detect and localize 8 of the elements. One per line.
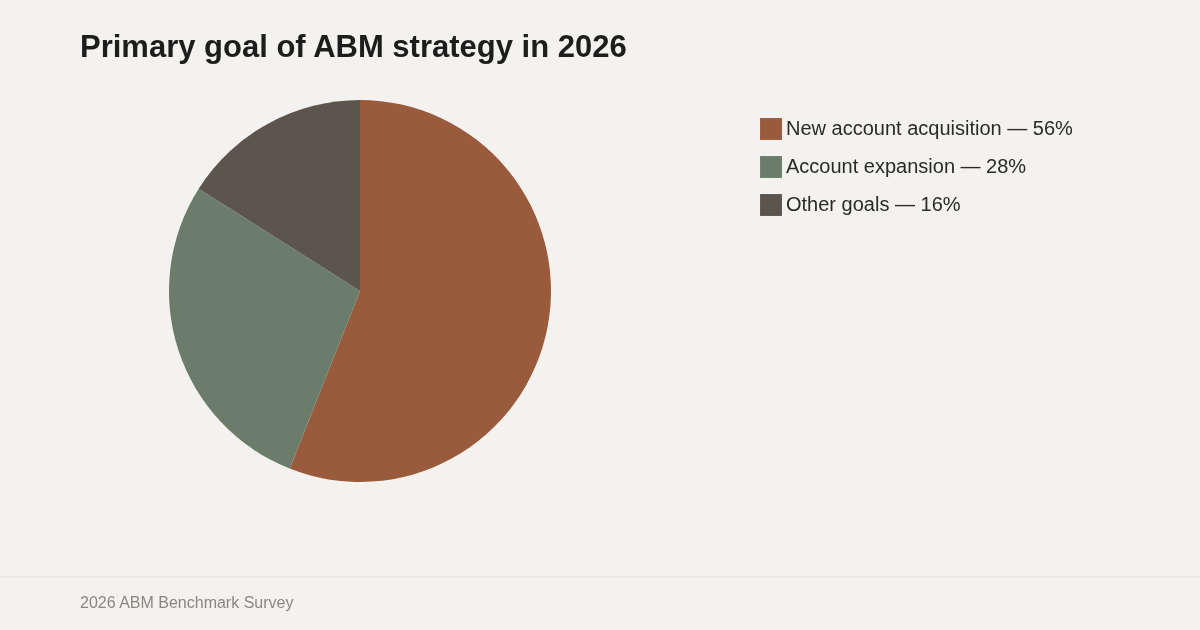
legend-label: New account acquisition — 56%	[786, 117, 1074, 139]
chart-title: Primary goal of ABM strategy in 2026	[80, 29, 627, 64]
text: 2026 ABM Benchmark Survey	[80, 594, 294, 611]
pie-slice	[198, 100, 360, 291]
pie-slice	[169, 188, 360, 469]
legend-label: Account expansion — 28%	[786, 155, 1027, 177]
legend-label: Other goals — 16%	[786, 193, 961, 215]
pie-slice	[289, 100, 551, 482]
